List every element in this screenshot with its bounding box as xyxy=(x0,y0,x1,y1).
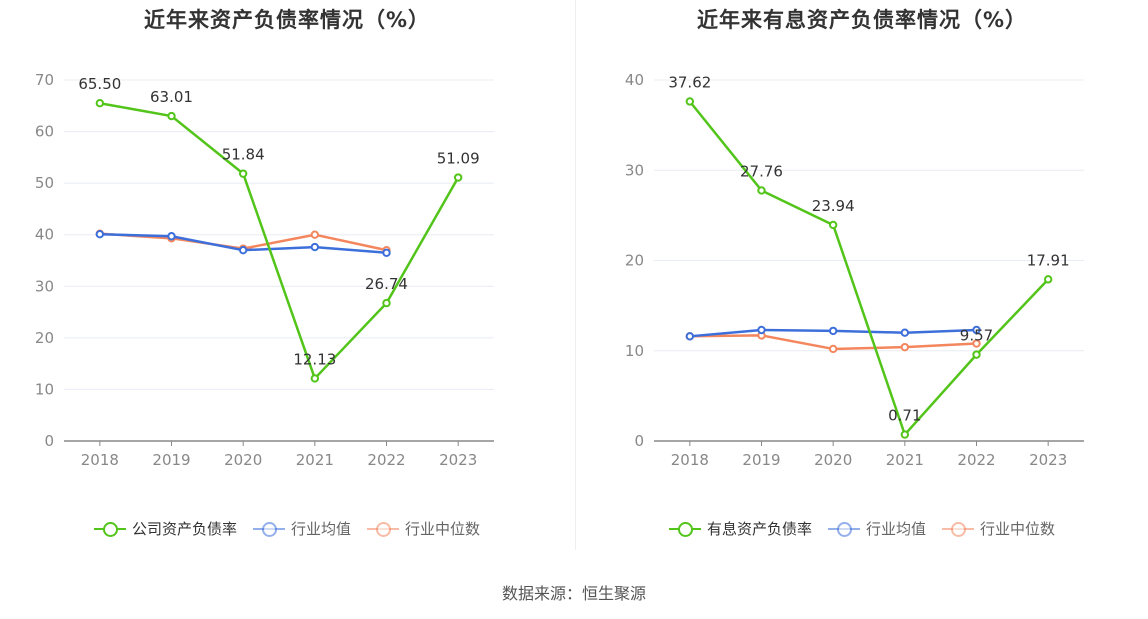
x-tick-label: 2021 xyxy=(886,451,924,469)
panel-divider xyxy=(575,0,576,550)
y-tick-label: 60 xyxy=(35,123,54,141)
line-chart-debt-ratio: 0 10 20 30 40 50 60 70 2018 2019 2020 2021 2022 2023 6… xyxy=(35,71,494,469)
data-point xyxy=(828,220,838,230)
legend-label: 行业均值 xyxy=(865,520,926,538)
y-tick-label: 30 xyxy=(625,161,644,179)
legend-item-industry-median[interactable]: 行业中位数 xyxy=(367,518,480,539)
y-tick-label: 10 xyxy=(35,380,54,398)
data-point xyxy=(382,248,391,257)
data-point xyxy=(453,173,463,182)
legend-label: 行业均值 xyxy=(290,520,351,538)
legend-item-company[interactable]: 公司资产负债率 xyxy=(93,518,237,539)
data-label: 26.74 xyxy=(365,275,408,293)
x-tick-label: 2019 xyxy=(152,451,190,469)
chart-title: 近年来有息资产负债率情况（%） xyxy=(696,8,1028,32)
x-tick-label: 2022 xyxy=(957,451,995,469)
data-point xyxy=(167,111,176,121)
data-label: 12.13 xyxy=(293,350,336,368)
legend: 公司资产负债率 行业均值 行业中位数 xyxy=(0,518,574,539)
y-tick-label: 30 xyxy=(35,277,54,295)
x-tick-label: 2023 xyxy=(1029,451,1067,469)
x-tick-label: 2019 xyxy=(742,451,780,469)
y-tick-label: 40 xyxy=(625,71,644,89)
data-point xyxy=(828,344,838,354)
x-tick-label: 2022 xyxy=(367,451,405,469)
data-point xyxy=(900,430,910,439)
legend-label: 行业中位数 xyxy=(980,520,1056,538)
data-label: 63.01 xyxy=(150,88,193,106)
data-point xyxy=(167,232,176,241)
data-point xyxy=(95,229,105,239)
legend-item-company[interactable]: 有息资产负债率 xyxy=(668,518,812,539)
data-label: 9.57 xyxy=(960,327,993,345)
y-tick-label: 0 xyxy=(634,432,644,450)
y-tick-label: 40 xyxy=(35,226,54,244)
legend-label: 行业中位数 xyxy=(405,520,481,538)
data-point xyxy=(757,325,766,335)
data-point xyxy=(238,245,248,255)
data-point xyxy=(828,326,838,336)
data-point xyxy=(310,242,320,252)
data-point xyxy=(757,186,766,195)
data-point xyxy=(900,328,910,337)
chart-title: 近年来资产负债率情况（%） xyxy=(143,8,431,32)
legend-item-industry-median[interactable]: 行业中位数 xyxy=(942,518,1055,539)
line-chart-interest-debt-ratio: 0 10 20 30 40 2018 2019 2020 2021 2022 2023 37.62 27… xyxy=(625,71,1084,469)
y-tick-label: 0 xyxy=(44,432,54,450)
x-tick-label: 2020 xyxy=(224,451,262,469)
series-line xyxy=(688,100,1050,436)
data-label: 17.91 xyxy=(1027,251,1070,269)
legend-marker-icon xyxy=(367,521,399,537)
legend-marker-icon xyxy=(827,521,860,537)
data-point xyxy=(238,169,248,178)
data-label: 27.76 xyxy=(740,162,783,180)
x-tick-label: 2020 xyxy=(814,451,852,469)
legend-marker-icon xyxy=(942,521,974,537)
legend-marker-icon xyxy=(252,521,285,537)
data-point xyxy=(1043,275,1053,284)
x-tick-label: 2021 xyxy=(296,451,334,469)
x-tick-label: 2018 xyxy=(81,451,119,469)
data-point xyxy=(95,99,105,108)
legend-marker-icon xyxy=(93,521,126,537)
data-point xyxy=(310,374,320,383)
chart-panel-left: 近年来资产负债率情况（%） 0 10 20 30 40 50 60 70 2018 2019 202… xyxy=(0,0,574,560)
data-label: 37.62 xyxy=(668,73,711,91)
legend-item-industry-mean[interactable]: 行业均值 xyxy=(827,518,926,539)
data-point xyxy=(972,339,981,348)
legend-label: 公司资产负债率 xyxy=(131,520,237,538)
series-line xyxy=(99,101,460,380)
data-source-note: 数据来源：恒生聚源 xyxy=(501,584,646,603)
data-label: 51.84 xyxy=(222,146,265,164)
data-label: 51.09 xyxy=(437,150,480,168)
data-point xyxy=(382,298,391,308)
x-tick-label: 2023 xyxy=(439,451,477,469)
legend-label: 有息资产负债率 xyxy=(706,520,812,538)
legend-marker-icon xyxy=(668,521,701,537)
x-tick-label: 2018 xyxy=(671,451,709,469)
data-point xyxy=(972,350,981,359)
y-tick-label: 70 xyxy=(35,71,54,89)
data-label: 65.50 xyxy=(78,75,121,93)
data-point xyxy=(972,325,981,335)
data-label: 23.94 xyxy=(812,197,855,215)
y-tick-label: 50 xyxy=(35,174,54,192)
y-tick-label: 20 xyxy=(35,329,54,347)
chart-panel-right: 近年来有息资产负债率情况（%） 0 10 20 30 40 2018 2019 2020 202… xyxy=(575,0,1148,560)
data-point xyxy=(685,332,695,341)
data-point xyxy=(685,97,695,106)
legend: 有息资产负债率 行业均值 行业中位数 xyxy=(575,518,1148,539)
legend-item-industry-mean[interactable]: 行业均值 xyxy=(252,518,351,539)
y-tick-label: 20 xyxy=(625,252,644,270)
y-tick-label: 10 xyxy=(625,342,644,360)
data-point xyxy=(900,342,910,352)
data-point xyxy=(310,230,320,239)
data-label: 0.71 xyxy=(888,407,921,425)
